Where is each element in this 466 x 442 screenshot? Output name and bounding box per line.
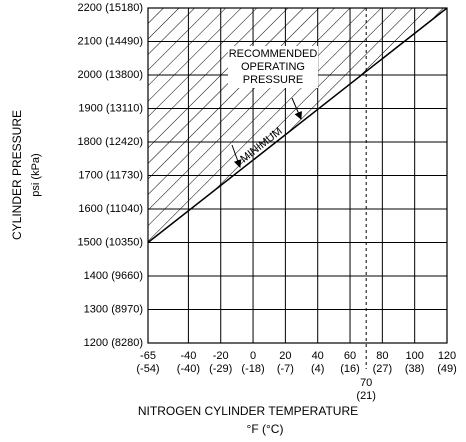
x-axis-title: NITROGEN CYLINDER TEMPERATURE (138, 404, 358, 418)
x-tick-label-celsius: (27) (373, 363, 393, 375)
x-tick-label: 80 (376, 350, 388, 362)
series-line (147, 7, 448, 244)
y-tick-label: 1900 (13110) (78, 102, 143, 114)
y-tick-label: 1600 (11040) (78, 203, 143, 215)
x-tick-label-celsius: (-18) (241, 363, 264, 375)
x-tick-label-celsius: (16) (340, 363, 360, 375)
y-tick-label: 1500 (10350) (78, 236, 143, 248)
x-tick-label-celsius: (-29) (209, 363, 232, 375)
x-tick-label-celsius: (38) (405, 363, 425, 375)
x-tick-label: 60 (344, 350, 356, 362)
y-axis-title: CYLINDER PRESSURE (10, 110, 24, 240)
arrow (231, 144, 242, 168)
annotation: OPERATING (241, 61, 305, 73)
x-tick-label: 0 (250, 350, 256, 362)
plot-border (147, 7, 448, 344)
plot-area (147, 7, 448, 369)
y-tick-label: 1800 (12420) (78, 136, 143, 148)
x-tick-label-celsius: (49) (437, 363, 457, 375)
x-tick-label: -65 (140, 350, 156, 362)
x-tick-label-celsius: (-7) (277, 363, 294, 375)
x-tick-label: 100 (405, 350, 423, 362)
y-tick-label: 1200 (8280) (84, 337, 143, 349)
x-tick-label: -40 (180, 350, 196, 362)
y-tick-label: 1300 (8970) (84, 303, 143, 315)
reference-label: 70 (360, 377, 372, 389)
x-tick-label: -20 (213, 350, 229, 362)
x-tick-label: 120 (438, 350, 456, 362)
x-tick-label: 40 (312, 350, 324, 362)
x-tick-label-celsius: (4) (311, 363, 324, 375)
reference-label-celsius: (21) (356, 390, 376, 402)
annotation: RECOMMENDED (229, 48, 318, 60)
y-axis-units: psi (kPa) (30, 153, 42, 196)
y-tick-label: 1400 (9660) (84, 270, 143, 282)
x-tick-label: 20 (279, 350, 291, 362)
arrow (291, 97, 302, 120)
x-axis-units: °F (°C) (247, 422, 284, 436)
annotation-box (228, 46, 318, 88)
y-tick-label: 1700 (11730) (78, 169, 143, 181)
x-tick-label-celsius: (-54) (136, 363, 159, 375)
y-tick-label: 2000 (13800) (78, 69, 143, 81)
y-tick-label: 2100 (14490) (78, 35, 143, 47)
y-tick-label: 2200 (15180) (78, 2, 143, 14)
annotation: PRESSURE (243, 74, 304, 86)
x-tick-label-celsius: (-40) (177, 363, 200, 375)
